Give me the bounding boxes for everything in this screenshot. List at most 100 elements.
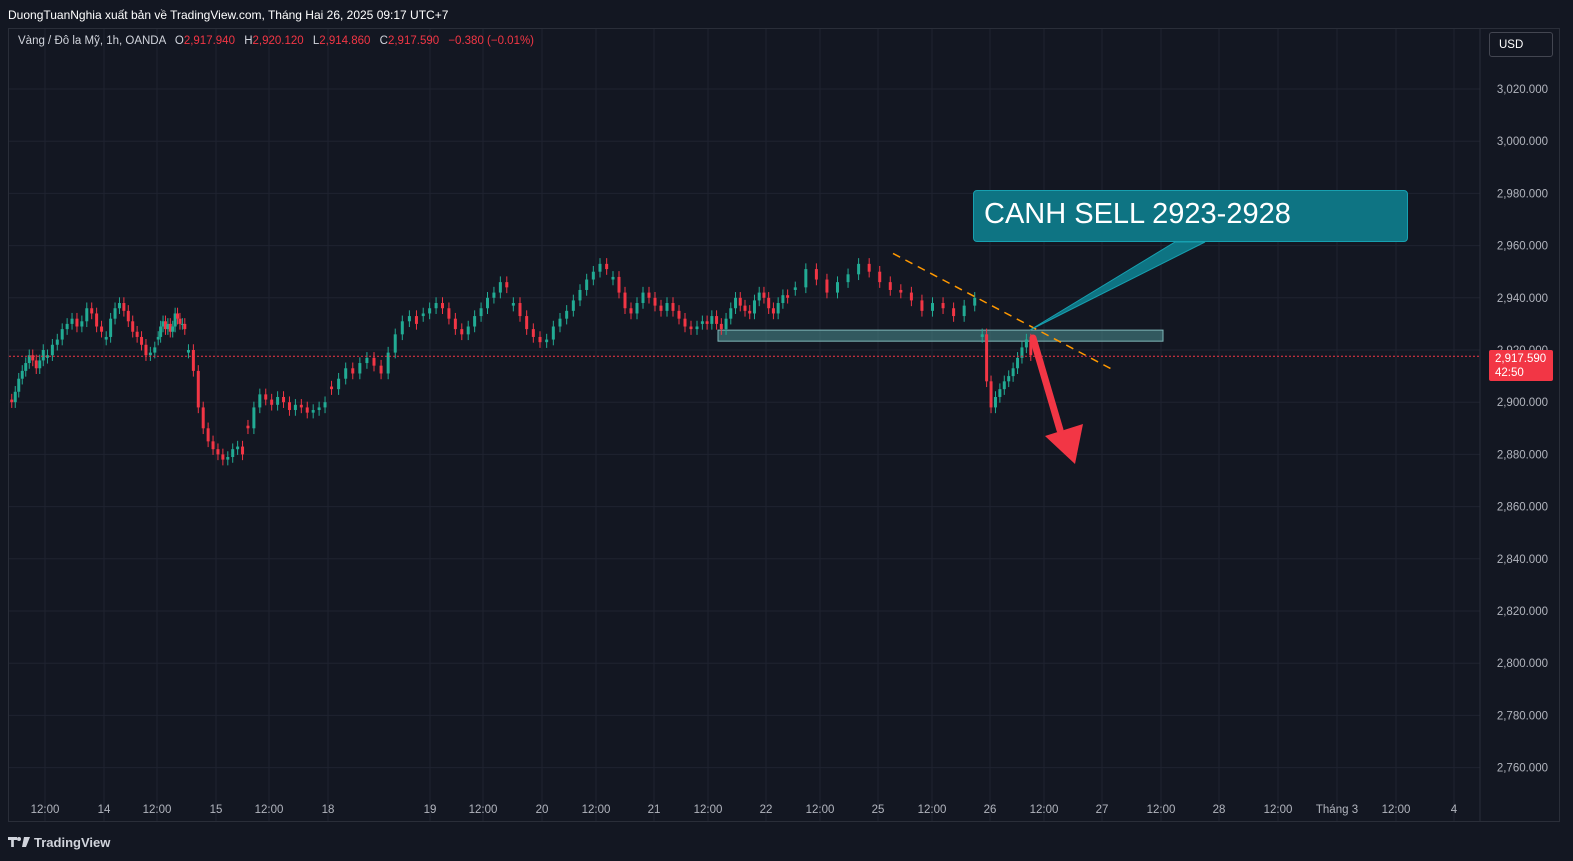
y-tick-label: 2,960.000 — [1497, 241, 1548, 253]
x-tick-label: 12:00 — [1030, 804, 1059, 816]
candle-body — [80, 321, 84, 327]
candle-body — [211, 441, 215, 450]
x-tick-label: 12:00 — [806, 804, 835, 816]
x-tick-label: 22 — [760, 804, 773, 816]
candle-body — [178, 318, 182, 324]
candle-body — [1016, 357, 1020, 369]
candle-body — [738, 297, 742, 306]
y-tick-label: 3,000.000 — [1497, 136, 1548, 148]
candle-body — [771, 308, 775, 314]
y-tick-label: 3,020.000 — [1497, 84, 1548, 96]
candle-body — [414, 316, 418, 324]
candle-body — [611, 276, 615, 280]
candle-body — [804, 269, 808, 288]
candle-body — [1020, 347, 1024, 358]
candle-body — [344, 368, 348, 379]
candle-body — [393, 334, 397, 353]
candle-body — [585, 279, 589, 290]
candle-body — [762, 292, 766, 298]
x-tick-label: 12:00 — [255, 804, 284, 816]
candle-body — [447, 308, 451, 319]
x-tick-label: 20 — [536, 804, 549, 816]
candle-body — [909, 292, 913, 301]
candle-body — [85, 308, 89, 322]
candle-body — [246, 425, 250, 429]
candle-body — [386, 352, 390, 374]
candle-body — [734, 297, 738, 309]
y-tick-label: 2,940.000 — [1497, 293, 1548, 305]
trendline — [892, 252, 1116, 372]
y-tick-label: 2,840.000 — [1497, 554, 1548, 566]
candle-body — [665, 303, 669, 311]
x-tick-label: 14 — [98, 804, 111, 816]
candle-body — [264, 394, 268, 400]
candle-body — [323, 402, 327, 408]
candle-body — [846, 274, 850, 283]
candle-body — [31, 355, 35, 361]
candle-body — [20, 370, 24, 379]
candle-body — [216, 449, 220, 455]
candle-body — [466, 326, 470, 335]
candle-body — [525, 316, 529, 330]
candle-body — [1029, 339, 1033, 356]
candle-body — [428, 308, 432, 314]
candle-body — [10, 399, 14, 403]
candle-body — [421, 313, 425, 317]
candle-body — [186, 350, 190, 353]
y-tick-label: 2,800.000 — [1497, 658, 1548, 670]
candle-body — [270, 399, 274, 405]
brand-text: TradingView — [34, 834, 111, 850]
candle-body — [752, 300, 756, 314]
footer-brand[interactable]: TradingView — [8, 831, 110, 853]
candle-body — [617, 276, 621, 293]
sell-callout[interactable]: CANH SELL 2923-2928 — [973, 190, 1408, 242]
candle-body — [55, 339, 59, 345]
candle-body — [407, 316, 411, 322]
candle-body — [776, 303, 780, 314]
symbol-label[interactable]: Vàng / Đô la Mỹ, 1h, OANDA — [18, 35, 166, 47]
candle-body — [989, 381, 993, 408]
y-tick-label: 2,780.000 — [1497, 710, 1548, 722]
candle-body — [365, 357, 369, 364]
candle-body — [748, 310, 752, 314]
candle-body — [1011, 368, 1015, 377]
y-tick-label: 2,880.000 — [1497, 449, 1548, 461]
candle-body — [558, 318, 562, 327]
candle-body — [27, 355, 31, 364]
open-value: 2,917.940 — [183, 35, 235, 47]
open-label: O — [174, 35, 184, 47]
currency-button[interactable]: USD — [1489, 32, 1553, 57]
x-tick-label: 28 — [1213, 804, 1226, 816]
candle-body — [867, 263, 871, 272]
candle-body — [460, 329, 464, 335]
current-price-tag: 2,917.590 42:50 — [1489, 350, 1553, 381]
x-tick-label: 25 — [872, 804, 885, 816]
candle-body — [781, 295, 785, 304]
y-tick-label: 2,760.000 — [1497, 763, 1548, 775]
candle-body — [605, 263, 609, 270]
candle-body — [920, 300, 924, 311]
chart-frame — [8, 28, 1560, 822]
candle-body — [980, 334, 984, 337]
candle-body — [729, 308, 733, 319]
candle-body — [358, 363, 362, 374]
low-value: 2,914.860 — [319, 35, 371, 47]
down-arrow-shaft — [1029, 334, 1064, 434]
bar-countdown: 42:50 — [1495, 367, 1524, 379]
candle-body — [159, 326, 163, 337]
candle-body — [65, 323, 69, 330]
candle-body — [705, 321, 709, 324]
candle-body — [441, 303, 444, 309]
callout-text: CANH SELL 2923-2928 — [984, 198, 1291, 230]
candle-body — [531, 329, 535, 337]
candle-body — [888, 282, 892, 290]
candle-body — [293, 404, 297, 411]
close-label: C — [379, 35, 388, 47]
candle-body — [13, 391, 17, 403]
candle-body — [282, 396, 286, 403]
candle-body — [683, 318, 687, 327]
candle-body — [767, 297, 771, 309]
candle-body — [171, 326, 175, 332]
x-tick-label: 12:00 — [143, 804, 172, 816]
